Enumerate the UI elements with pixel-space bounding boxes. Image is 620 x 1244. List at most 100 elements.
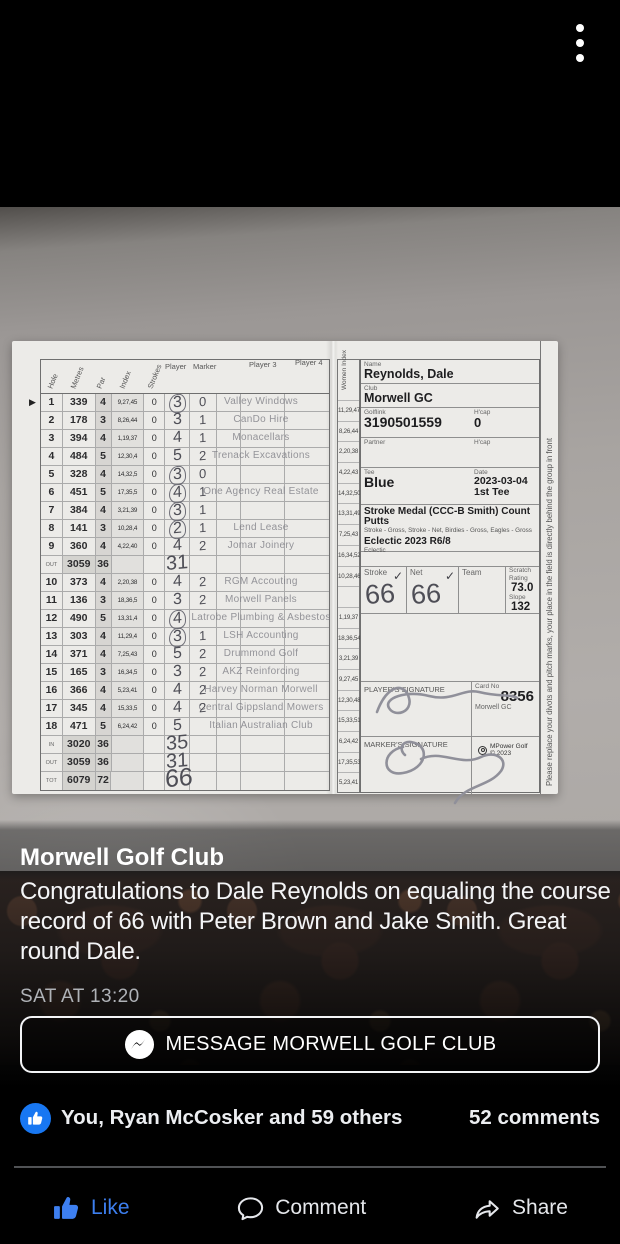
header-hole: Hole bbox=[45, 372, 60, 390]
net-score-handwritten: 66 bbox=[409, 577, 443, 611]
women-index-value: 14,32,50 bbox=[338, 482, 361, 504]
handwritten-marker-score: 2 bbox=[199, 645, 207, 662]
comment-count[interactable]: 52 comments bbox=[468, 1106, 600, 1129]
hcap-value: 0 bbox=[474, 415, 482, 430]
comment-button[interactable]: Comment bbox=[236, 1194, 366, 1223]
scorecard-row: 11 136 3 18,36,5 0 3 2 Morwell Panels bbox=[41, 591, 329, 610]
etiquette-note-text: Please replace your divots and pitch mar… bbox=[545, 437, 554, 786]
handwritten-marker-score: 1 bbox=[199, 411, 207, 428]
scorecard-row: 7 384 4 3,21,39 0 3 1 bbox=[41, 501, 329, 522]
women-index-value: 3,21,39 bbox=[338, 648, 359, 669]
more-options-icon[interactable] bbox=[574, 24, 586, 62]
handwritten-marker-score: 2 bbox=[199, 537, 207, 554]
like-label: Like bbox=[91, 1196, 130, 1219]
hole-sponsor: Morwell Panels bbox=[224, 594, 297, 605]
comment-icon bbox=[238, 1196, 264, 1220]
message-page-button[interactable]: MESSAGE MORWELL GOLF CLUB bbox=[20, 1016, 600, 1073]
scorecard-row: OUT 3059 36 31 bbox=[41, 749, 329, 773]
handwritten-score: 5 bbox=[172, 446, 182, 465]
player-name: Reynolds, Dale bbox=[364, 367, 454, 381]
hole-sponsor: Valley Windows bbox=[223, 396, 299, 407]
women-index-value: 5,23,41 bbox=[338, 772, 359, 793]
messenger-icon bbox=[124, 1029, 154, 1060]
handwritten-marker-score: 1 bbox=[199, 483, 207, 500]
handwritten-score: 3 bbox=[168, 465, 186, 486]
brand-year: © 2023 bbox=[490, 750, 512, 757]
header-player: Player bbox=[165, 362, 187, 371]
women-index-value: 9,27,45 bbox=[338, 668, 359, 690]
hole-sponsor: Trenack Excavations bbox=[211, 450, 311, 461]
scorecard-row: 16 366 4 5,23,41 0 4 2 Harvey Norman Morwell bbox=[41, 681, 329, 700]
hole-sponsor: Italian Australian Club bbox=[209, 720, 313, 731]
share-icon bbox=[475, 1199, 499, 1219]
handwritten-score: 3 bbox=[172, 410, 182, 429]
like-button[interactable]: Like bbox=[52, 1194, 130, 1223]
women-index-value: 8,26,44 bbox=[338, 420, 359, 442]
header-strokes: Strokes bbox=[145, 363, 164, 390]
women-index-value: 17,35,53 bbox=[338, 751, 361, 773]
share-label: Share bbox=[511, 1196, 568, 1219]
golflink-number: 3190501559 bbox=[364, 414, 442, 430]
scorecard-row: 4 484 5 12,30,4 0 5 2 Trenack Excavations bbox=[41, 446, 329, 466]
hole-sponsor: One Agency Real Estate bbox=[203, 486, 319, 497]
women-index-value: 7,25,43 bbox=[338, 524, 359, 545]
women-index-value: 4,22,43 bbox=[338, 462, 359, 483]
tee-value: Blue bbox=[364, 474, 395, 490]
post-message: Congratulations to Dale Reynolds on equa… bbox=[20, 878, 611, 965]
women-index-value: 13,31,49 bbox=[338, 503, 361, 524]
scorecard-row: 5 328 4 14,32,5 0 3 0 bbox=[41, 465, 329, 486]
stroke-score-handwritten: 66 bbox=[363, 577, 397, 611]
handwritten-score: 4 bbox=[172, 698, 182, 717]
scorecard-row: 6 451 5 17,35,5 0 4 1 One Agency Real Estate bbox=[41, 483, 329, 504]
handwritten-marker-score: 2 bbox=[199, 591, 207, 608]
reaction-summary[interactable]: You, Ryan McCosker and 59 others bbox=[61, 1106, 403, 1129]
handwritten-marker-score: 1 bbox=[199, 429, 207, 446]
share-button[interactable]: Share bbox=[473, 1194, 568, 1223]
handwritten-marker-score: 2 bbox=[199, 699, 207, 716]
hole-sponsor: RGM Accouting bbox=[224, 576, 298, 587]
scorecard-row: 9 360 4 4,22,40 0 4 2 Jomar Joinery bbox=[41, 537, 329, 556]
women-index-value: 11,29,47 bbox=[338, 400, 360, 421]
thumbs-up-icon bbox=[28, 1111, 43, 1125]
first-hole-arrow: ▶ bbox=[29, 397, 36, 407]
like-reaction-badge[interactable] bbox=[20, 1102, 51, 1134]
post-timestamp: SAT AT 13:20 bbox=[20, 986, 140, 1007]
handwritten-marker-score: 0 bbox=[199, 393, 207, 410]
hole-sponsor: Drummond Golf bbox=[223, 648, 299, 659]
scorecard-paper: ▶ Hole Metres Par Index Strokes Player M… bbox=[12, 341, 558, 805]
women-index-value: 16,34,52 bbox=[338, 544, 361, 566]
scorecard-row: 18 471 5 6,24,42 0 5 Italian Australian Club bbox=[41, 717, 329, 736]
hole-sponsor: LSH Accounting bbox=[223, 630, 299, 641]
header-metres: Metres bbox=[68, 365, 86, 390]
scorecard-row: 15 165 3 16,34,5 0 3 2 AKZ Reinforcing bbox=[41, 663, 329, 682]
date-value: 2023-03-04 1st Tee bbox=[474, 475, 528, 498]
scorecard-table-body: 1 339 4 9,27,45 0 3 0 Valley Windows 2 178 3 8,26,4… bbox=[41, 393, 330, 793]
handwritten-marker-score: 0 bbox=[199, 465, 207, 482]
date-label: Date bbox=[474, 469, 488, 476]
hole-sponsor: Jomar Joinery bbox=[227, 540, 295, 551]
women-index-value bbox=[338, 586, 359, 607]
scorecard-row: OUT 3059 36 31 bbox=[41, 551, 329, 575]
header-player3: Player 3 bbox=[249, 360, 277, 369]
scorecard-row: 1 339 4 9,27,45 0 3 0 Valley Windows bbox=[41, 393, 329, 414]
scorecard-table: Hole Metres Par Index Strokes Player Mar… bbox=[40, 358, 330, 793]
player-info-panel: Name Reynolds, Dale Club Morwell GC Golf… bbox=[360, 359, 540, 805]
hcap-label: H'cap bbox=[474, 409, 491, 416]
brand-name: MPower Golf bbox=[490, 743, 528, 750]
partner-hcap-label: H'cap bbox=[474, 439, 491, 446]
post-author[interactable]: Morwell Golf Club bbox=[20, 844, 224, 871]
club-name: Morwell GC bbox=[364, 391, 433, 405]
scorecard-row: 3 394 4 1,19,37 0 4 1 Monacellars bbox=[41, 429, 329, 448]
scorecard-row: TOT 6079 72 66 bbox=[41, 763, 329, 793]
women-index-column: Women Index 11,29,47 8,26,44 2,20,38 4,22,4… bbox=[337, 350, 361, 793]
women-index-value: 15,33,51 bbox=[338, 710, 361, 731]
marker-signature-label: MARKER'S SIGNATURE bbox=[364, 740, 448, 749]
women-index-value: 12,30,48 bbox=[338, 689, 361, 711]
hole-sponsor: CanDo Hire bbox=[233, 414, 289, 425]
header-marker: Marker bbox=[193, 362, 217, 371]
handwritten-score: 3 bbox=[168, 501, 186, 522]
like-icon bbox=[54, 1196, 79, 1219]
scorecard-row: 17 345 4 15,33,5 0 4 2 Central Gippsland Mowers bbox=[41, 698, 329, 718]
comment-label: Comment bbox=[275, 1196, 367, 1219]
